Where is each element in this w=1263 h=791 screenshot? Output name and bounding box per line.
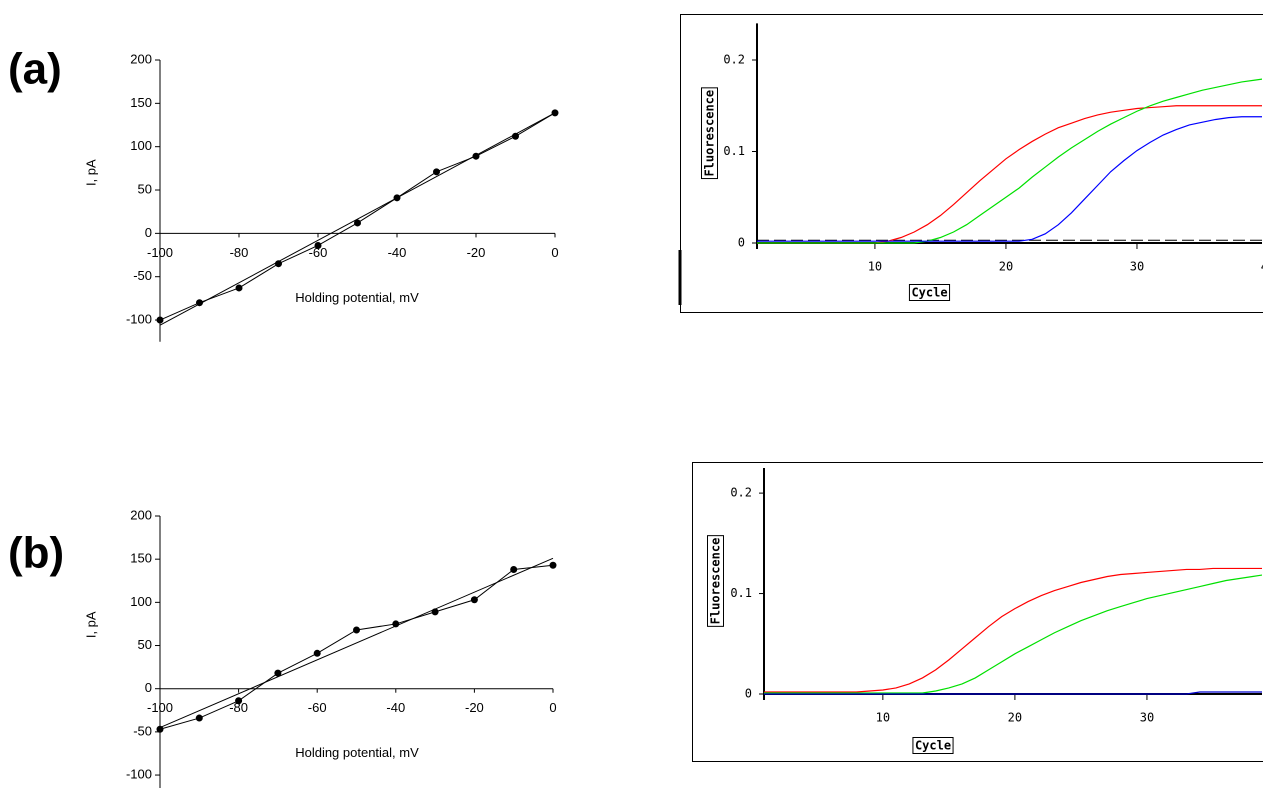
y-tick-label: 50 <box>138 637 152 652</box>
data-point <box>354 219 361 227</box>
x-tick-label: -20 <box>465 700 484 715</box>
plot-area <box>764 567 1262 695</box>
y-axis-title: I, pA <box>83 611 98 638</box>
chart: -100 -50 0 50 100 150 200 -100 -80 -60 -40 -20 0 Hold… <box>83 507 557 788</box>
data-point <box>313 649 321 657</box>
y-tick-label: 200 <box>130 51 152 66</box>
series-line <box>764 567 1262 693</box>
label-box <box>912 737 954 754</box>
label-box <box>707 535 724 627</box>
label-box <box>908 284 951 301</box>
data-point <box>470 596 478 604</box>
y-tick-label: 100 <box>130 594 152 609</box>
x-tick-label: -60 <box>309 245 328 260</box>
data-point <box>195 714 203 722</box>
y-axis-title: Fluorescence <box>709 538 723 625</box>
y-axis-title: Fluorescence <box>703 90 717 177</box>
y-axis-title: I, pA <box>83 159 98 186</box>
x-tick-label: -20 <box>467 245 486 260</box>
x-axis-title: Cycle <box>915 739 951 753</box>
y-tick-label: 150 <box>130 551 152 566</box>
data-point <box>156 316 164 324</box>
series-line <box>159 557 554 729</box>
data-point <box>314 241 322 249</box>
y-tick-label: 0 <box>738 236 745 250</box>
x-tick-label: 30 <box>1140 711 1154 725</box>
x-tick-label: 20 <box>999 260 1013 274</box>
x-tick-label: 0 <box>551 245 558 260</box>
y-tick-label: 0.1 <box>730 586 752 600</box>
series-line <box>764 574 1262 694</box>
chart: 00.10.210203040CycleFluorescence <box>707 468 1262 754</box>
panel-label: (a) <box>8 45 62 94</box>
x-tick-label: -100 <box>147 700 173 715</box>
y-tick-label: -50 <box>133 723 152 738</box>
series-line <box>159 564 554 730</box>
series-line <box>159 112 556 326</box>
panel-label: (b) <box>8 529 64 578</box>
data-point <box>433 168 440 176</box>
y-tick-label: 0 <box>745 687 752 701</box>
y-tick-label: -100 <box>126 766 152 781</box>
y-tick-label: 0.2 <box>723 53 745 67</box>
data-point <box>353 626 360 634</box>
chart: 0 0.1 0.2 10 20 30 40 Cycle Fluorescence <box>701 23 1263 301</box>
y-tick-label: 0 <box>145 680 152 695</box>
x-axis-title: Holding potential, mV <box>295 745 419 760</box>
y-tick-label: 0.2 <box>730 486 752 500</box>
x-tick-label: -40 <box>386 700 405 715</box>
x-axis-title: Holding potential, mV <box>295 290 419 305</box>
x-axis-title: Cycle <box>911 286 947 300</box>
data-point <box>274 669 282 677</box>
plot-area <box>757 78 1262 244</box>
plot-frame <box>680 14 1263 313</box>
x-tick-label: 10 <box>868 260 882 274</box>
y-tick-label: 100 <box>130 138 152 153</box>
x-tick-label: -100 <box>147 245 173 260</box>
data-point <box>510 566 518 574</box>
x-tick-label: -40 <box>388 245 407 260</box>
x-tick-label: 10 <box>876 711 890 725</box>
data-point <box>235 697 243 705</box>
chart: -100 -50 0 50 100 150 200 -100 -80 -60 -40 -20 0 Hold… <box>83 51 559 342</box>
x-tick-label: 20 <box>1008 711 1022 725</box>
x-tick-label: -60 <box>308 700 327 715</box>
data-point <box>235 284 243 292</box>
y-tick-label: 200 <box>130 507 152 522</box>
x-tick-label: -80 <box>229 700 248 715</box>
series-line <box>764 691 1262 695</box>
plot-frame <box>692 462 1263 762</box>
data-point <box>156 725 164 733</box>
y-tick-label: 150 <box>130 95 152 110</box>
x-tick-label: 30 <box>1130 260 1144 274</box>
y-tick-label: -50 <box>133 268 152 283</box>
x-tick-label: -80 <box>230 245 249 260</box>
x-tick-label: 0 <box>549 700 556 715</box>
series-line <box>757 78 1262 244</box>
label-box <box>701 87 718 180</box>
y-tick-label: -100 <box>126 311 152 326</box>
y-tick-label: 50 <box>138 181 152 196</box>
data-point <box>549 561 557 569</box>
y-tick-label: 0.1 <box>723 144 745 158</box>
y-tick-label: 0 <box>145 225 152 240</box>
series-line <box>757 116 1262 242</box>
x-tick-label: 40 <box>1261 260 1263 274</box>
